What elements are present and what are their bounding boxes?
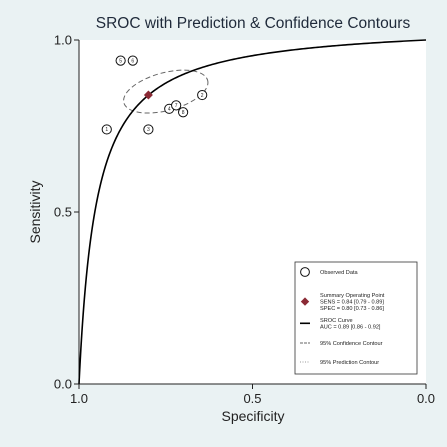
- x-tick-label: 1.0: [70, 391, 88, 406]
- observed-point-marker: [127, 55, 138, 66]
- legend-text: SPEC = 0.80 [0.73 - 0.86]: [320, 306, 384, 312]
- observed-point-label: 7: [175, 103, 178, 109]
- legend-item-prediction: 95% Prediction Contour: [300, 360, 379, 366]
- observed-point-marker: [143, 124, 154, 135]
- legend-symbol-summary: [300, 297, 310, 306]
- legend-item-observed: Observed Data: [300, 267, 359, 277]
- observed-point-marker: [178, 107, 189, 118]
- summary-point-layer: [143, 90, 153, 100]
- observed-point-label: 3: [147, 127, 150, 133]
- observed-point-label: 8: [182, 110, 185, 116]
- sroc-curve: [78, 39, 427, 385]
- observed-point: 5: [115, 55, 126, 66]
- observed-point-marker: [101, 124, 112, 135]
- x-axis-title: Specificity: [221, 408, 284, 424]
- observed-point: 6: [127, 55, 138, 66]
- legend-text: AUC = 0.89 [0.86 - 0.92]: [320, 325, 381, 331]
- axes: 1.0 0.5 0.0 0.0 0.5 1.0: [54, 33, 435, 407]
- legend-text: SENS = 0.84 [0.79 - 0.89]: [320, 300, 384, 306]
- x-tick-label: 0.5: [243, 391, 261, 406]
- observed-point-marker: [197, 89, 208, 101]
- observed-point: 2: [197, 89, 208, 101]
- summary-operating-point: [143, 90, 153, 100]
- legend-item-confidence: 95% Confidence Contour: [300, 341, 383, 347]
- legend-text: Observed Data: [320, 270, 359, 276]
- sroc-curve-layer: [78, 39, 427, 385]
- observed-point: 1: [101, 124, 112, 135]
- x-tick-label: 0.0: [417, 391, 435, 406]
- y-axis-title: Sensitivity: [27, 180, 43, 243]
- observed-point: 8: [178, 107, 189, 118]
- observed-point-marker: [171, 100, 182, 111]
- observed-point: 7: [171, 100, 182, 111]
- observed-point-label: 4: [168, 107, 171, 113]
- legend-text: SROC Curve: [320, 318, 353, 324]
- observed-point-label: 1: [105, 127, 108, 133]
- legend-box: [294, 261, 418, 375]
- legend-text: 95% Prediction Contour: [320, 360, 379, 366]
- y-tick-label: 0.0: [54, 377, 72, 392]
- legend-symbol-observed: [300, 267, 310, 277]
- legend-text: 95% Confidence Contour: [320, 341, 383, 347]
- observed-points: 1 3 5 6 2 478: [101, 55, 208, 135]
- observed-point: 3: [143, 124, 154, 135]
- legend-text: Summary Operating Point: [320, 293, 385, 299]
- observed-point-label: 6: [131, 58, 134, 64]
- legend: Observed Data Summary Operating PointSENS…: [294, 261, 418, 375]
- observed-point-label: 5: [119, 58, 122, 64]
- y-tick-label: 1.0: [54, 33, 72, 48]
- observed-point-marker: [115, 55, 126, 66]
- y-tick-label: 0.5: [54, 205, 72, 220]
- chart-title: SROC with Prediction & Confidence Contou…: [96, 15, 411, 32]
- observed-point-label: 2: [201, 93, 204, 99]
